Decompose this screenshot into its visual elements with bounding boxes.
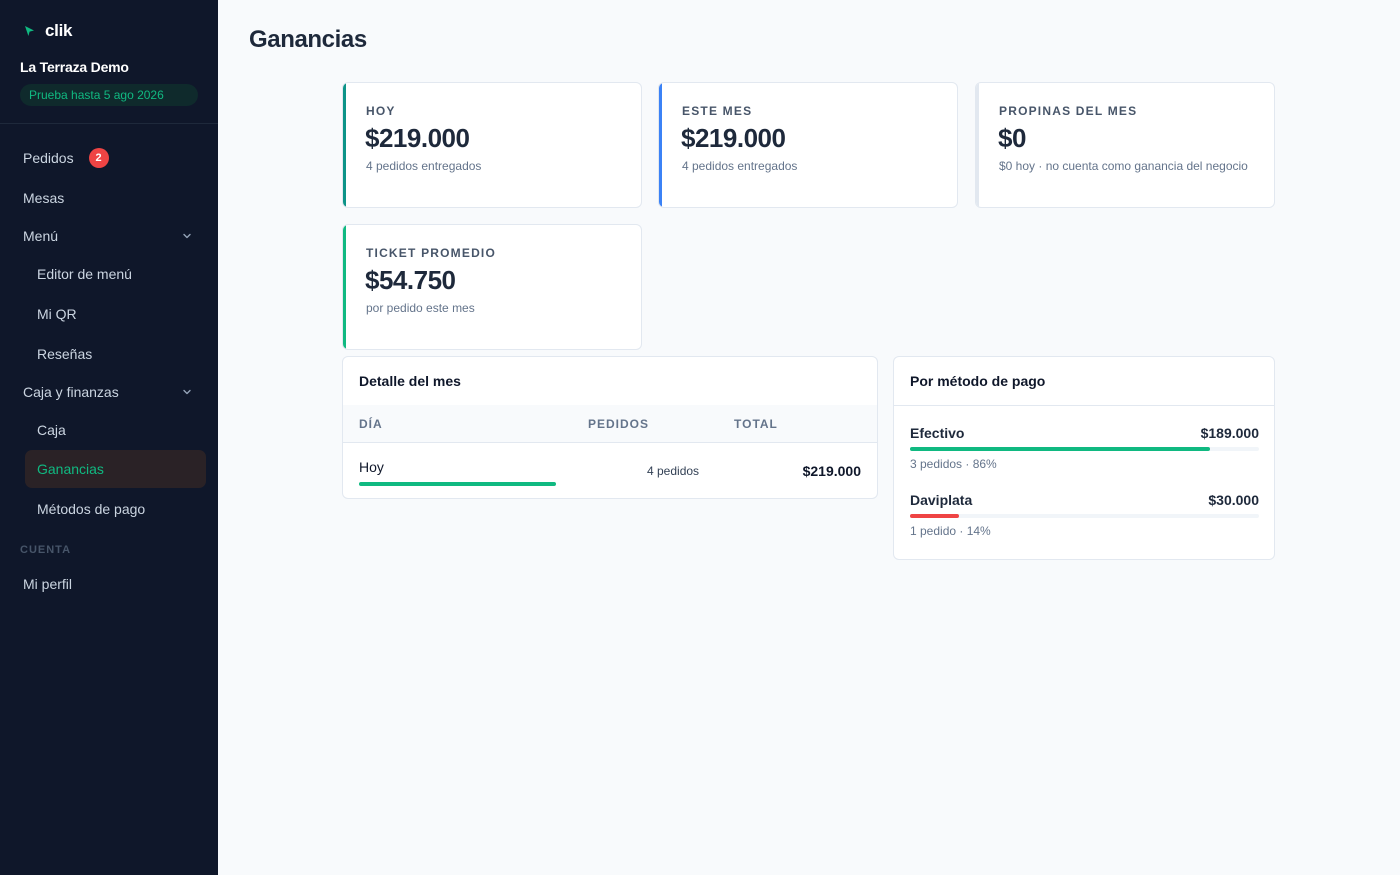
stat-value: $54.750 xyxy=(365,265,456,295)
stat-value: $219.000 xyxy=(681,123,786,153)
stat-card-propinas: PROPINAS DEL MES $0 $0 hoy · no cuenta c… xyxy=(975,82,1275,208)
panel-divider xyxy=(894,405,1274,406)
sidebar-item-label: Caja y finanzas xyxy=(23,384,119,400)
row-day: Hoy xyxy=(359,459,384,475)
sidebar-item-label: Mi QR xyxy=(37,306,77,322)
stat-subtext: 4 pedidos entregados xyxy=(682,159,798,173)
active-item-highlight xyxy=(25,450,206,488)
stat-card-ticket-promedio: TICKET PROMEDIO $54.750 por pedido este … xyxy=(342,224,642,350)
payment-method-panel: Por método de pago Efectivo $189.000 3 p… xyxy=(893,356,1275,560)
stat-subtext: 4 pedidos entregados xyxy=(366,159,482,173)
column-header-dia: DÍA xyxy=(359,417,383,431)
stat-label: PROPINAS DEL MES xyxy=(999,104,1138,118)
column-header-total: TOTAL xyxy=(734,417,778,431)
sidebar-item-mi-perfil[interactable]: Mi perfil xyxy=(23,574,72,594)
brand-name: clik xyxy=(45,21,73,40)
sidebar-item-label: Ganancias xyxy=(37,461,104,477)
sidebar-item-ganancias[interactable]: Ganancias xyxy=(37,459,104,479)
sidebar-item-label: Menú xyxy=(23,228,59,244)
payment-method-name: Efectivo xyxy=(910,425,965,441)
payment-method-meta: 1 pedido · 14% xyxy=(910,524,991,538)
payment-method-name: Daviplata xyxy=(910,492,973,508)
stat-accent xyxy=(659,83,662,207)
chevron-down-icon[interactable] xyxy=(182,231,192,241)
sidebar-item-label: Pedidos xyxy=(23,150,74,166)
sidebar-item-label: Métodos de pago xyxy=(37,501,146,517)
cursor-arrow-icon xyxy=(25,26,34,36)
sidebar-item-label: Mi perfil xyxy=(23,576,73,592)
sidebar-item-pedidos[interactable]: Pedidos 2 xyxy=(23,148,109,168)
sidebar-item-resenas[interactable]: Reseñas xyxy=(37,344,92,364)
sidebar-item-label: Caja xyxy=(37,422,66,438)
panel-title: Detalle del mes xyxy=(359,373,461,389)
sidebar-item-editor-menu[interactable]: Editor de menú xyxy=(37,264,132,284)
payment-method-amount: $30.000 xyxy=(1208,492,1259,508)
stat-value: $219.000 xyxy=(365,123,470,153)
brand-logo[interactable]: clik xyxy=(22,21,72,41)
pedidos-count-badge: 2 xyxy=(88,148,109,168)
table-header: DÍA PEDIDOS TOTAL xyxy=(343,405,877,443)
stat-accent xyxy=(343,83,346,207)
stat-card-este-mes: ESTE MES $219.000 4 pedidos entregados xyxy=(658,82,958,208)
sidebar-item-label: Editor de menú xyxy=(37,266,132,282)
sidebar-item-label: Reseñas xyxy=(37,346,93,362)
sidebar-item-label: Mesas xyxy=(23,190,65,206)
business-name: La Terraza Demo xyxy=(20,59,129,75)
stat-label: ESTE MES xyxy=(682,104,753,118)
stat-value: $0 xyxy=(998,123,1026,153)
sidebar-item-menu[interactable]: Menú xyxy=(23,226,58,246)
sidebar-item-caja[interactable]: Caja xyxy=(37,420,66,440)
row-share-bar xyxy=(359,482,556,486)
sidebar-item-mi-qr[interactable]: Mi QR xyxy=(37,304,77,324)
sidebar: clik La Terraza Demo Prueba hasta 5 ago … xyxy=(0,0,218,875)
payment-share-bar xyxy=(910,514,959,518)
sidebar-item-metodos-pago[interactable]: Métodos de pago xyxy=(37,499,145,519)
stat-card-hoy: HOY $219.000 4 pedidos entregados xyxy=(342,82,642,208)
payment-share-track xyxy=(910,514,1259,518)
panel-title: Por método de pago xyxy=(910,373,1046,389)
payment-method-meta: 3 pedidos · 86% xyxy=(910,457,997,471)
sidebar-item-caja-finanzas[interactable]: Caja y finanzas xyxy=(23,382,119,402)
stat-accent xyxy=(976,83,979,207)
column-header-pedidos: PEDIDOS xyxy=(588,417,650,431)
stat-label: TICKET PROMEDIO xyxy=(366,246,497,260)
chevron-down-icon[interactable] xyxy=(182,387,192,397)
payment-method-amount: $189.000 xyxy=(1200,425,1259,441)
row-total: $219.000 xyxy=(802,463,861,479)
stat-label: HOY xyxy=(366,104,396,118)
section-label-cuenta: CUENTA xyxy=(20,544,72,556)
stat-subtext: por pedido este mes xyxy=(366,301,475,315)
stat-accent xyxy=(343,225,346,349)
stat-subtext: $0 hoy · no cuenta como ganancia del neg… xyxy=(999,159,1248,173)
sidebar-divider xyxy=(0,123,218,124)
trial-badge: Prueba hasta 5 ago 2026 xyxy=(20,84,198,106)
page-title: Ganancias xyxy=(249,26,367,53)
monthly-detail-panel: Detalle del mes DÍA PEDIDOS TOTAL Hoy 4 … xyxy=(342,356,878,499)
sidebar-item-mesas[interactable]: Mesas xyxy=(23,188,64,208)
payment-share-track xyxy=(910,447,1259,451)
row-orders: 4 pedidos xyxy=(647,464,700,478)
payment-share-bar xyxy=(910,447,1211,451)
